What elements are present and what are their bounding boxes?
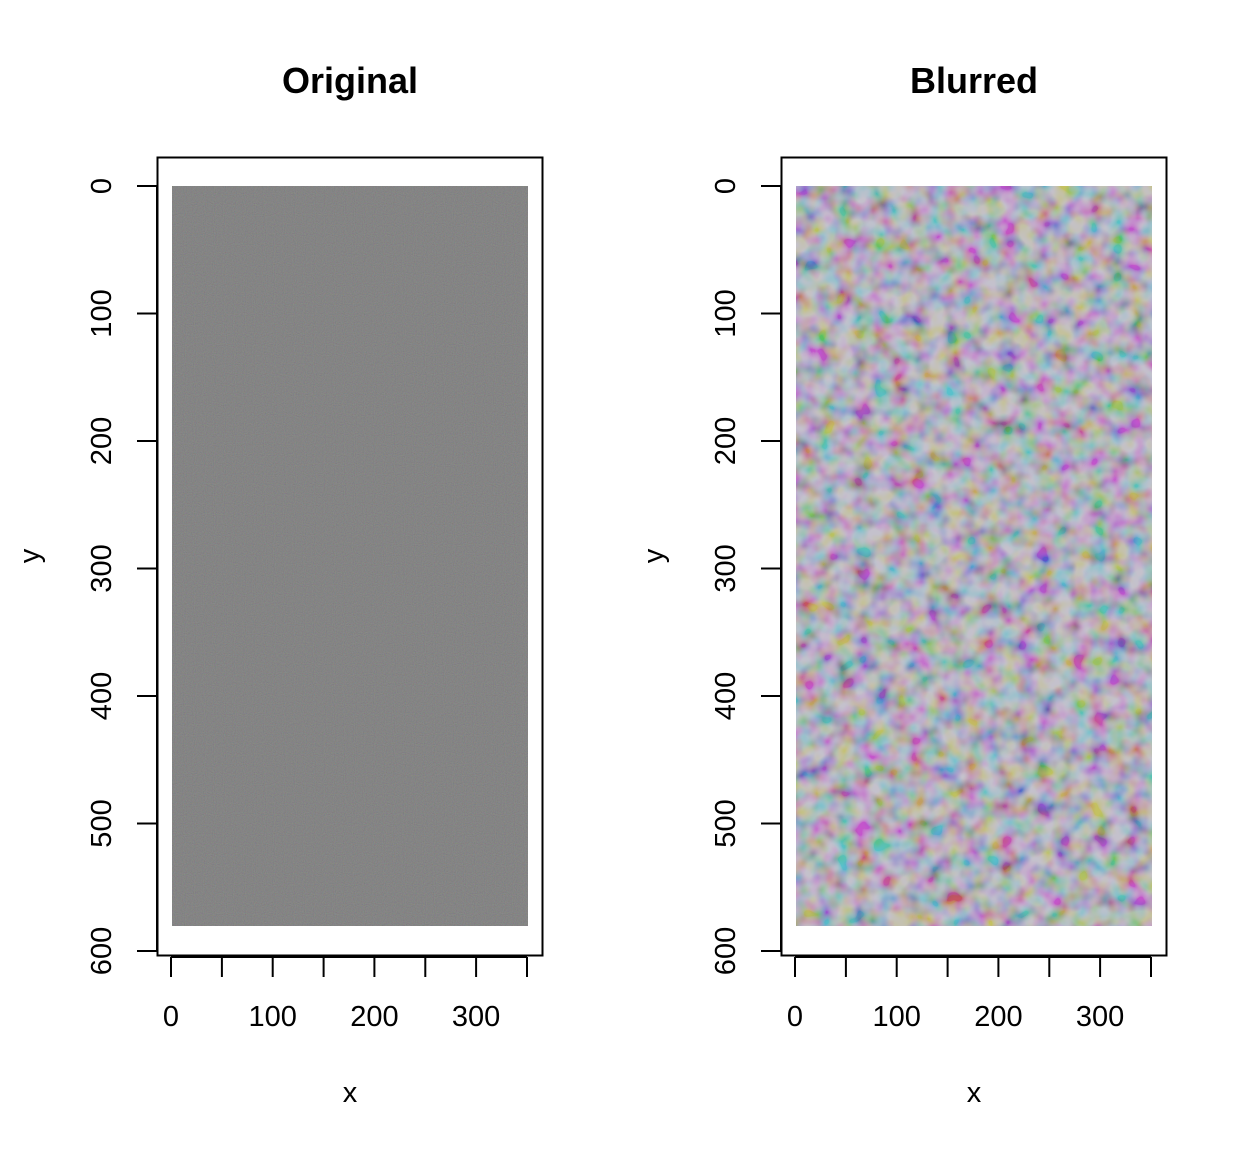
panel-blurred: Blurred 0 100 200 300 x [638,60,1168,1109]
x-tick-label: 200 [974,1001,1022,1033]
x-tick-label: 0 [163,1001,179,1033]
x-tick-label: 100 [873,1001,921,1033]
x-tick-label: 100 [249,1001,297,1033]
x-tick-label: 300 [1076,1001,1124,1033]
y-tick-label: 600 [86,927,118,975]
y-axis: 0 100 200 300 400 500 600 y [638,178,782,975]
y-axis: 0 100 200 300 400 500 600 y [14,178,158,975]
noise-image [796,186,1152,926]
plot-area [780,156,1168,957]
x-tick-label: 200 [350,1001,398,1033]
x-axis: 0 100 200 300 x [787,956,1152,1109]
y-tick-label: 600 [710,927,742,975]
y-tick-label: 500 [86,799,118,847]
x-axis-label: x [343,1077,358,1109]
y-tick-label: 400 [710,672,742,720]
y-tick-label: 100 [86,289,118,337]
y-axis-label: y [638,548,670,563]
y-tick-label: 200 [710,417,742,465]
x-tick-label: 0 [787,1001,803,1033]
y-tick-label: 0 [710,178,742,194]
noise-image [172,186,528,926]
x-axis: 0 100 200 300 x [163,956,528,1109]
y-tick-label: 300 [86,544,118,592]
chart-title: Original [282,60,418,101]
y-tick-label: 100 [710,289,742,337]
y-axis-label: y [14,548,46,563]
panel-original: Original 0 100 200 300 x [14,60,544,1109]
y-tick-label: 300 [710,544,742,592]
chart-title: Blurred [910,60,1038,101]
y-tick-label: 200 [86,417,118,465]
y-tick-label: 500 [710,799,742,847]
plot-area [156,156,544,957]
y-tick-label: 0 [86,178,118,194]
x-tick-label: 300 [452,1001,500,1033]
y-tick-label: 400 [86,672,118,720]
x-axis-label: x [967,1077,982,1109]
